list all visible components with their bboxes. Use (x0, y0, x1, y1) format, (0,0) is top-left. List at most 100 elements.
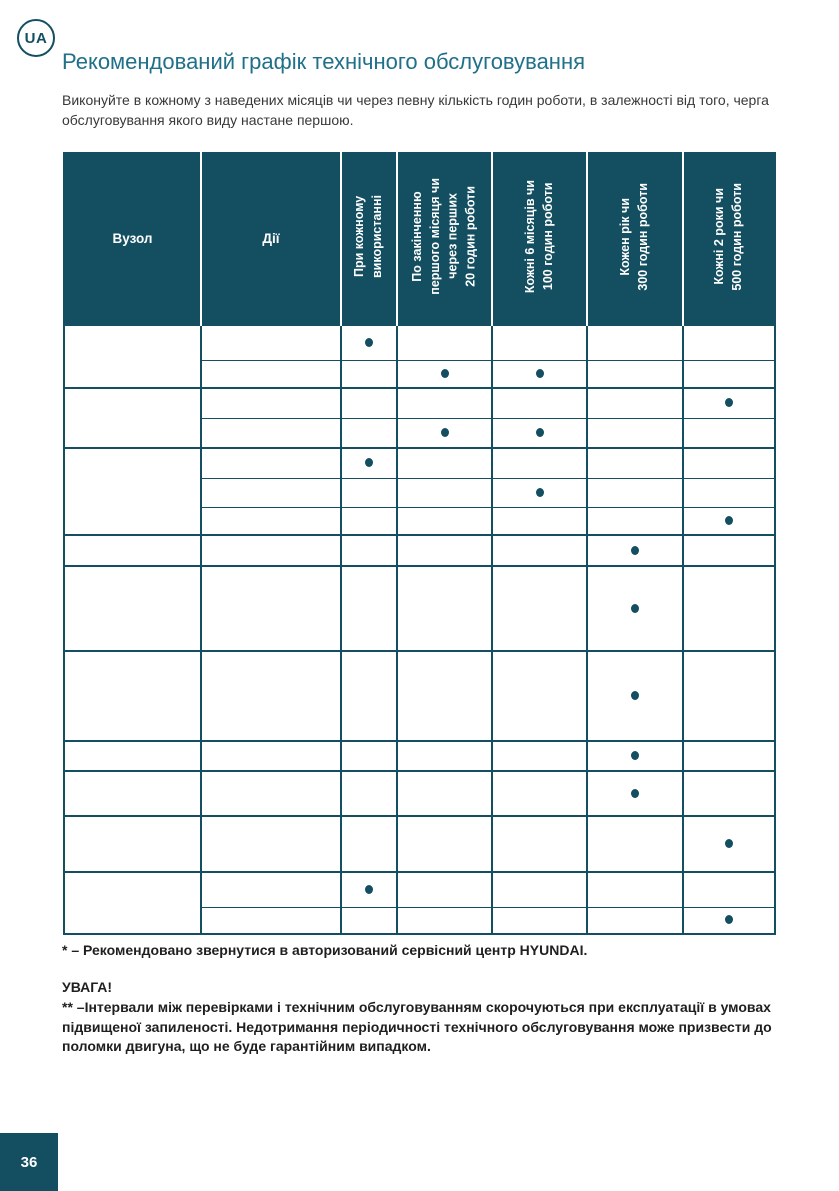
interval-cell (586, 815, 684, 873)
interval-cell (586, 477, 684, 508)
interval-cell (396, 506, 493, 536)
interval-cell (682, 477, 776, 508)
interval-cell (682, 506, 776, 536)
action-cell (200, 324, 342, 361)
language-badge: UA (17, 19, 55, 57)
column-header-label: Вузол (112, 231, 153, 246)
table-row (63, 387, 776, 449)
table-row (64, 359, 776, 389)
interval-cell (586, 770, 684, 817)
interval-cell (682, 387, 776, 419)
dot-marker (440, 427, 449, 437)
table-row (63, 871, 776, 935)
node-cell (63, 871, 202, 935)
table-row (63, 447, 776, 536)
column-header-3: При кожному використанні (340, 153, 397, 325)
table-row (64, 906, 776, 935)
interval-cell (491, 447, 588, 479)
interval-cell (491, 906, 588, 935)
interval-cell (396, 815, 493, 873)
warning-title: УВАГА! (62, 978, 113, 995)
interval-cell (340, 477, 398, 508)
table-row (63, 815, 776, 873)
interval-cell (682, 871, 776, 908)
interval-cell (491, 477, 588, 508)
node-cell (63, 324, 202, 389)
action-cell (200, 417, 342, 449)
maintenance-schedule-table: Вузол Дії При кожному використанні По закін… (63, 152, 776, 935)
interval-cell (586, 565, 684, 652)
interval-cell (586, 417, 684, 449)
language-badge-label: UA (24, 29, 48, 47)
interval-cell (586, 906, 684, 935)
interval-cell (491, 650, 588, 742)
interval-cell (396, 417, 493, 449)
interval-cell (682, 534, 776, 567)
interval-cell (396, 387, 493, 419)
interval-cell (682, 359, 776, 389)
action-cell (200, 387, 342, 419)
action-cell (200, 815, 342, 873)
page-number-box: 36 (0, 1133, 58, 1191)
interval-cell (340, 815, 398, 873)
footnote-service: * – Рекомендовано звернутися в авторизов… (62, 942, 588, 958)
column-header-5: Кожні 6 місяців чи 100 годин роботи (491, 153, 587, 325)
node-cell (63, 387, 202, 449)
interval-cell (586, 447, 684, 479)
page-number: 36 (20, 1153, 38, 1171)
node-cell (63, 650, 202, 742)
interval-cell (340, 359, 398, 389)
interval-cell (586, 387, 684, 419)
dot-marker (535, 487, 544, 497)
dot-marker (631, 788, 639, 798)
dot-marker (440, 368, 449, 378)
maintenance-schedule: Вузол Дії При кожному використанні По закін… (63, 152, 776, 935)
interval-cell (491, 506, 588, 536)
interval-cell (340, 447, 398, 479)
dot-marker (725, 839, 733, 848)
dot-marker (365, 458, 373, 468)
action-cell (200, 770, 342, 817)
node-cell (63, 447, 202, 536)
column-header-label: Дії (262, 231, 280, 246)
dot-marker (365, 884, 373, 894)
interval-cell (586, 740, 684, 772)
dot-marker (631, 691, 639, 700)
interval-cell (340, 324, 398, 361)
table-row (64, 417, 776, 449)
action-cell (200, 359, 342, 389)
interval-cell (340, 906, 398, 935)
interval-cell (586, 506, 684, 536)
dot-marker (725, 398, 733, 408)
interval-cell (396, 477, 493, 508)
dot-marker (535, 368, 544, 378)
node-cell (63, 740, 202, 772)
footnotes: * – Рекомендовано звернутися в авторизов… (62, 941, 780, 1057)
dot-marker (725, 515, 733, 525)
column-header-2: Дії (200, 153, 341, 325)
interval-cell (396, 565, 493, 652)
interval-cell (340, 565, 398, 652)
interval-cell (682, 447, 776, 479)
table-row (63, 770, 776, 817)
interval-cell (491, 770, 588, 817)
column-header-6: Кожен рік чи 300 годин роботи (586, 153, 683, 325)
interval-cell (682, 650, 776, 742)
dot-marker (365, 337, 373, 347)
action-cell (200, 650, 342, 742)
interval-cell (491, 359, 588, 389)
interval-cell (586, 650, 684, 742)
column-header-label: При кожному використанні (352, 194, 384, 278)
dot-marker (631, 603, 639, 613)
interval-cell (586, 324, 684, 361)
interval-cell (682, 740, 776, 772)
interval-cell (340, 770, 398, 817)
interval-cell (396, 740, 493, 772)
table-row (64, 477, 776, 508)
interval-cell (340, 506, 398, 536)
action-cell (200, 534, 342, 567)
interval-cell (491, 871, 588, 908)
interval-cell (682, 770, 776, 817)
column-header-label: По закінченню першого місяця чи через пе… (410, 178, 478, 295)
interval-cell (586, 534, 684, 567)
